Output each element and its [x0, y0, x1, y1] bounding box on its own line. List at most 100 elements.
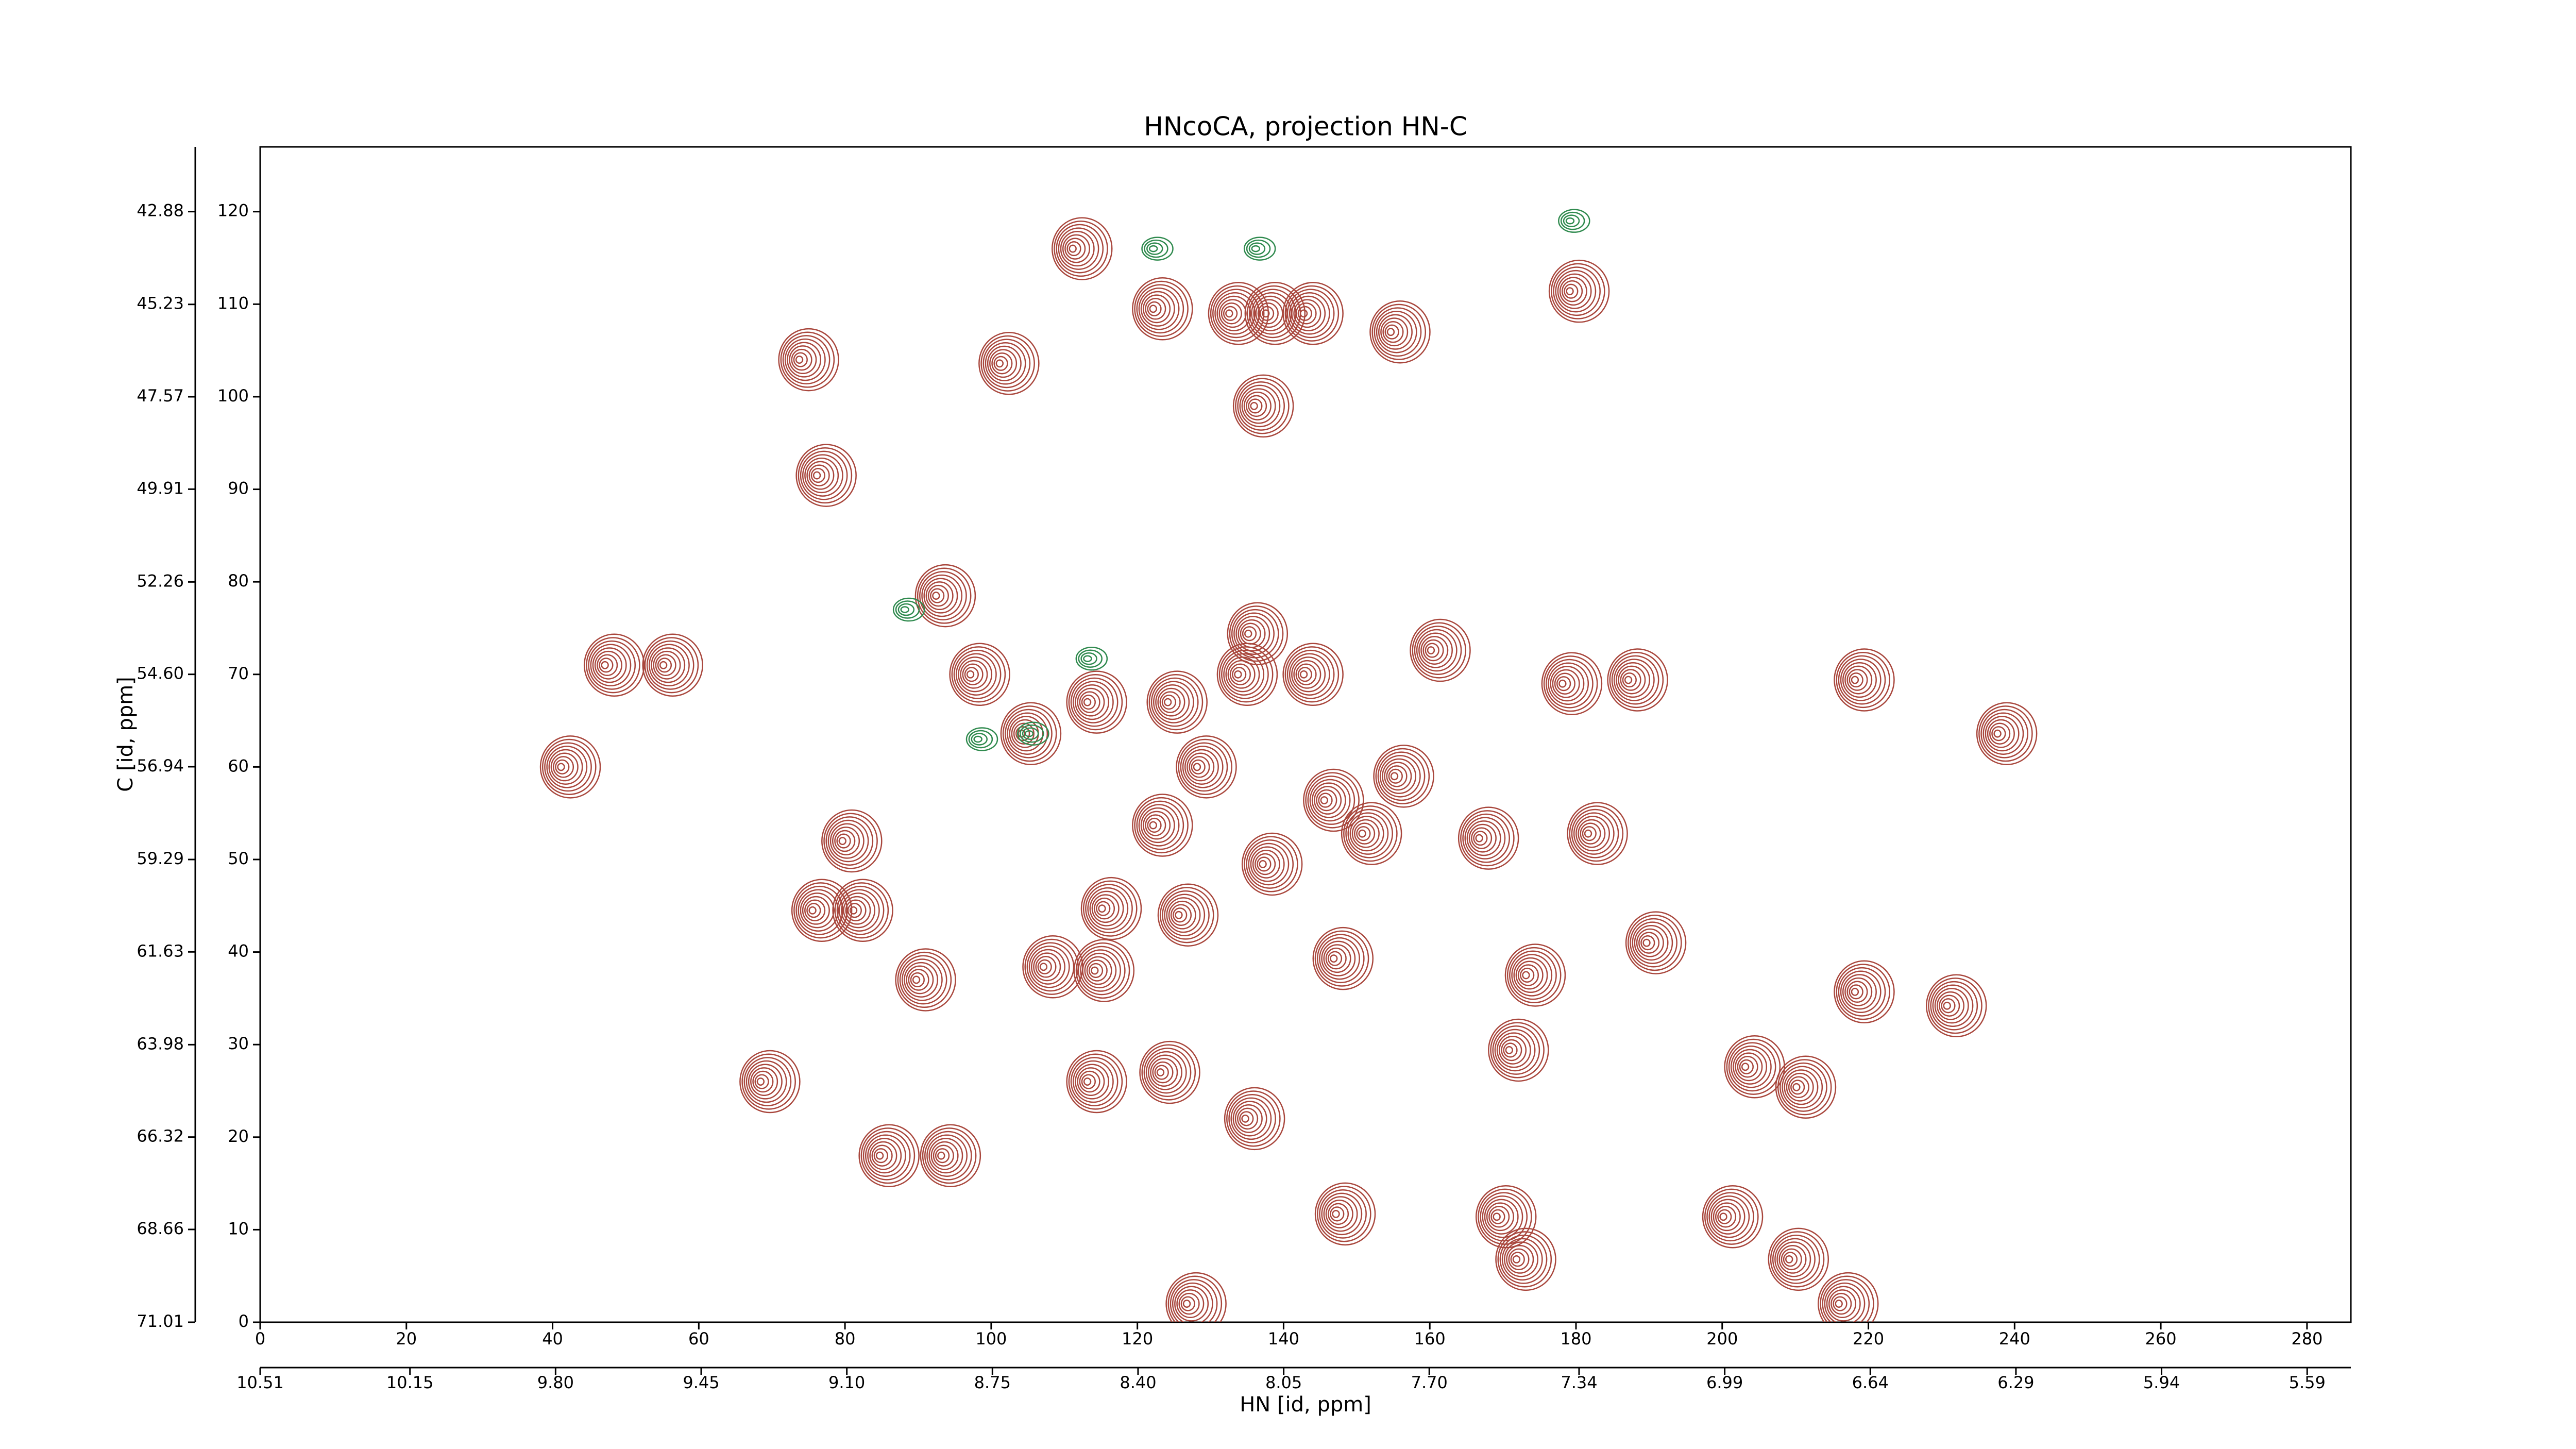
- contour-level: [1410, 618, 1471, 682]
- x-tick-label: 120: [1122, 1329, 1153, 1349]
- contour-level: [1513, 957, 1548, 993]
- contour-level: [1257, 856, 1272, 872]
- contour-level: [1086, 959, 1108, 982]
- peak: [914, 564, 976, 628]
- contour-level: [1210, 285, 1265, 342]
- contour-level: [829, 823, 865, 859]
- contour-level: [1149, 821, 1157, 830]
- peak: [739, 1050, 801, 1114]
- contour-level: [1351, 819, 1380, 848]
- contour-level: [1511, 954, 1553, 997]
- contour-level: [1282, 282, 1344, 345]
- contour-level: [1418, 632, 1453, 668]
- contour-level: [541, 738, 597, 795]
- contour-level: [1098, 904, 1106, 913]
- contour-level: [1543, 655, 1598, 712]
- contour-level: [1941, 998, 1956, 1014]
- contour-level: [917, 567, 972, 624]
- peak: [1017, 721, 1049, 746]
- y-tick-label: 20: [228, 1126, 249, 1146]
- contour-level: [1289, 653, 1330, 696]
- contour-level: [1708, 1195, 1750, 1238]
- contour-level: [798, 889, 839, 932]
- contour-level: [1557, 273, 1592, 309]
- contour-level: [1347, 812, 1389, 855]
- y-tick-label: 10: [228, 1219, 249, 1238]
- contour-level: [1932, 984, 1974, 1027]
- contour-level: [1091, 966, 1099, 975]
- contour-level: [1236, 1107, 1259, 1130]
- x-tick-label: 60: [688, 1329, 709, 1349]
- contour-level: [1052, 217, 1113, 280]
- contour-level: [594, 650, 622, 680]
- contour-level: [849, 906, 858, 915]
- contour-level: [1384, 324, 1399, 340]
- contour-level: [1170, 1279, 1218, 1322]
- contour-level: [965, 727, 998, 751]
- contour-level: [1083, 698, 1092, 706]
- contour-level: [597, 654, 618, 677]
- contour-level: [1143, 1048, 1192, 1097]
- contour-level: [1223, 306, 1238, 321]
- y2-tick-label: 45.23: [137, 294, 184, 313]
- peak: [1488, 1018, 1549, 1082]
- contour-level: [1482, 1195, 1523, 1238]
- contour-level: [1493, 1212, 1501, 1221]
- contour-level: [752, 1070, 774, 1093]
- contour-level: [973, 735, 982, 743]
- y-tick-label: 80: [228, 571, 249, 591]
- contour-level: [1064, 238, 1086, 260]
- contour-level: [787, 342, 822, 378]
- contour-level: [978, 332, 1040, 395]
- contour-level: [1072, 1060, 1114, 1103]
- contour-level: [1842, 974, 1877, 1010]
- contour-level: [653, 650, 681, 680]
- contour-level: [1241, 388, 1276, 424]
- x2-tick-label: 5.94: [2143, 1373, 2180, 1392]
- x2-tick-label: 9.45: [683, 1373, 719, 1392]
- x-tick-label: 0: [255, 1329, 265, 1349]
- peak: [1504, 943, 1566, 1007]
- peak: [795, 444, 857, 507]
- contour-level: [1484, 1199, 1519, 1235]
- contour-level: [1488, 1018, 1549, 1082]
- contour-level: [1037, 959, 1052, 974]
- contour-level: [1163, 698, 1172, 706]
- contour-level: [1788, 1076, 1810, 1099]
- contour-level: [968, 730, 993, 749]
- contour-level: [1157, 687, 1185, 717]
- peak: [1724, 1035, 1785, 1099]
- contour-level: [1925, 974, 1987, 1037]
- contour-level: [1244, 629, 1252, 638]
- contour-level: [1079, 691, 1100, 713]
- contour-level: [1319, 1189, 1367, 1239]
- contour-level: [1136, 800, 1184, 850]
- contour-level: [1553, 266, 1601, 316]
- contour-level: [1522, 971, 1530, 980]
- contour-level: [1148, 245, 1158, 252]
- contour-level: [1314, 1182, 1376, 1246]
- contour-level: [1193, 763, 1201, 771]
- contour-level: [1625, 911, 1687, 974]
- contour-level: [1369, 300, 1431, 364]
- x-tick-label: 20: [396, 1329, 417, 1349]
- x2-tick-label: 6.99: [1706, 1373, 1743, 1392]
- contour-level: [754, 1074, 769, 1089]
- contour-level: [1414, 626, 1462, 675]
- y2-tick-label: 66.32: [137, 1126, 184, 1146]
- contour-level: [827, 819, 869, 863]
- contour-level: [1506, 947, 1562, 1004]
- contour-level: [1630, 918, 1677, 968]
- peak: [1282, 282, 1344, 345]
- y2-tick-label: 56.94: [137, 756, 184, 776]
- peak: [1141, 237, 1174, 261]
- contour-level: [910, 972, 925, 988]
- contour-level: [1390, 772, 1399, 781]
- contour-level: [1622, 672, 1637, 688]
- contour-level: [1325, 947, 1347, 970]
- contour-level: [1834, 648, 1895, 712]
- x2-tick-label: 9.10: [828, 1373, 865, 1392]
- contour-level: [1422, 639, 1444, 662]
- contour-level: [980, 335, 1035, 392]
- contour-level: [966, 670, 975, 679]
